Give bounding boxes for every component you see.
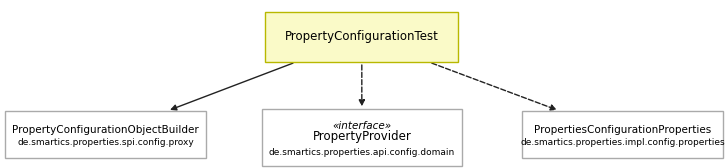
Text: PropertiesConfigurationProperties: PropertiesConfigurationProperties [534, 125, 711, 135]
Text: de.smartics.properties.spi.config.proxy: de.smartics.properties.spi.config.proxy [17, 138, 194, 147]
Text: de.smartics.properties.api.config.domain: de.smartics.properties.api.config.domain [269, 148, 455, 157]
Text: «interface»: «interface» [332, 121, 392, 131]
Text: de.smartics.properties.impl.config.properties: de.smartics.properties.impl.config.prope… [520, 138, 725, 147]
FancyBboxPatch shape [262, 109, 462, 166]
FancyBboxPatch shape [266, 12, 459, 62]
Text: PropertyProvider: PropertyProvider [312, 130, 411, 143]
FancyBboxPatch shape [523, 111, 723, 158]
FancyBboxPatch shape [5, 111, 205, 158]
Text: PropertyConfigurationTest: PropertyConfigurationTest [285, 30, 439, 44]
Text: PropertyConfigurationObjectBuilder: PropertyConfigurationObjectBuilder [12, 125, 199, 135]
